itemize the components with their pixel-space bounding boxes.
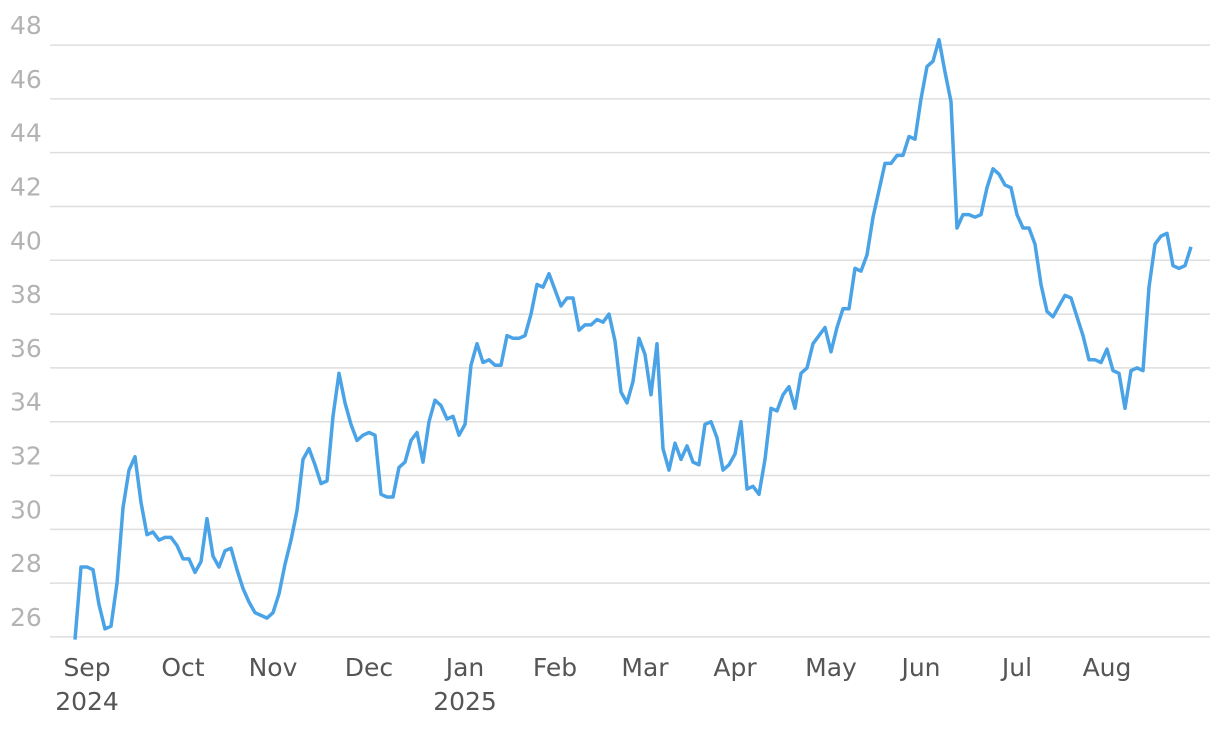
x-tick-label: May (805, 653, 857, 682)
y-tick-label: 28 (10, 549, 42, 578)
x-tick-label: Mar (621, 653, 669, 682)
x-tick-label: Sep (63, 653, 110, 682)
price-line (73, 37, 1193, 640)
y-tick-label: 26 (10, 603, 42, 632)
x-tick-label: Jul (1000, 653, 1032, 682)
y-tick-label: 44 (10, 119, 42, 148)
y-tick-label: 46 (10, 65, 42, 94)
x-tick-label: Jan (444, 653, 485, 682)
x-tick-label: Feb (533, 653, 577, 682)
x-tick-label: Aug (1083, 653, 1132, 682)
x-tick-label: Nov (249, 653, 298, 682)
x-year-label: 2025 (433, 687, 497, 716)
y-tick-label: 40 (10, 226, 42, 255)
x-tick-label: Jun (899, 653, 940, 682)
x-tick-label: Oct (161, 653, 204, 682)
y-tick-label: 30 (10, 495, 42, 524)
y-tick-label: 38 (10, 280, 42, 309)
y-tick-label: 32 (10, 442, 42, 471)
x-year-label: 2024 (55, 687, 119, 716)
y-tick-label: 42 (10, 172, 42, 201)
x-tick-label: Dec (345, 653, 393, 682)
y-tick-label: 48 (10, 11, 42, 40)
y-tick-label: 36 (10, 334, 42, 363)
y-tick-label: 34 (10, 388, 42, 417)
x-tick-label: Apr (713, 653, 757, 682)
